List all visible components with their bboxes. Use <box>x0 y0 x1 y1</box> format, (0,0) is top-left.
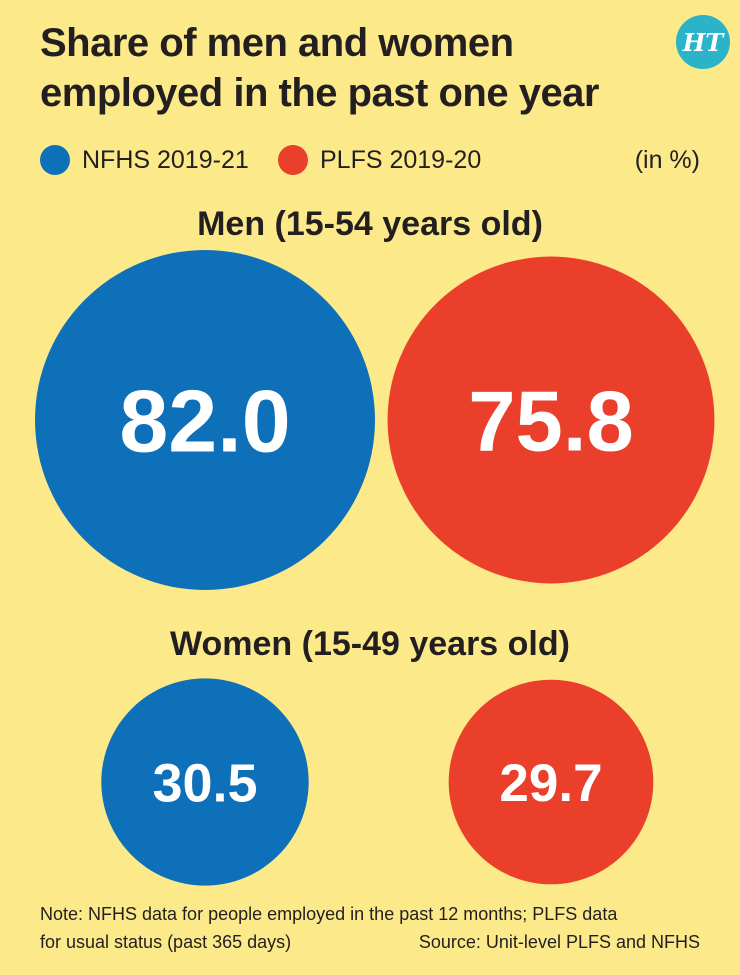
legend-dot-nfhs <box>40 145 70 175</box>
bubble-men-plfs <box>387 256 715 584</box>
legend: NFHS 2019-21 PLFS 2019-20 (in %) <box>40 140 700 180</box>
value-label-men-nfhs: 82.0 <box>119 372 290 471</box>
legend-label-plfs: PLFS 2019-20 <box>320 146 482 174</box>
svg-text:HT: HT <box>682 28 726 57</box>
legend-label-nfhs: NFHS 2019-21 <box>82 146 249 174</box>
note-line-2: for usual status (past 365 days) <box>40 932 292 952</box>
source-text: Source: Unit-level PLFS and NFHS <box>418 932 700 952</box>
group-label-women: Women (15-49 years old) <box>170 625 570 663</box>
bubble-women-plfs <box>448 679 654 885</box>
legend-dot-plfs <box>278 145 308 175</box>
bubble-women-nfhs <box>101 678 309 886</box>
value-label-women-nfhs: 30.5 <box>152 753 257 813</box>
ht-logo: HT <box>676 15 730 69</box>
group-label-men: Men (15-54 years old) <box>197 205 543 243</box>
note-line-1: Note: NFHS data for people employed in t… <box>40 904 618 924</box>
bubble-men-nfhs <box>35 250 375 590</box>
unit-label: (in %) <box>634 146 700 174</box>
bubble-chart: Men (15-54 years old) 82.0 75.8 Women (15-4… <box>35 205 715 886</box>
footnote: Note: NFHS data for people employed in t… <box>40 900 720 956</box>
value-label-women-plfs: 29.7 <box>499 754 602 813</box>
chart-title: Share of men and women employed in the p… <box>40 21 600 115</box>
value-label-men-plfs: 75.8 <box>468 375 633 470</box>
